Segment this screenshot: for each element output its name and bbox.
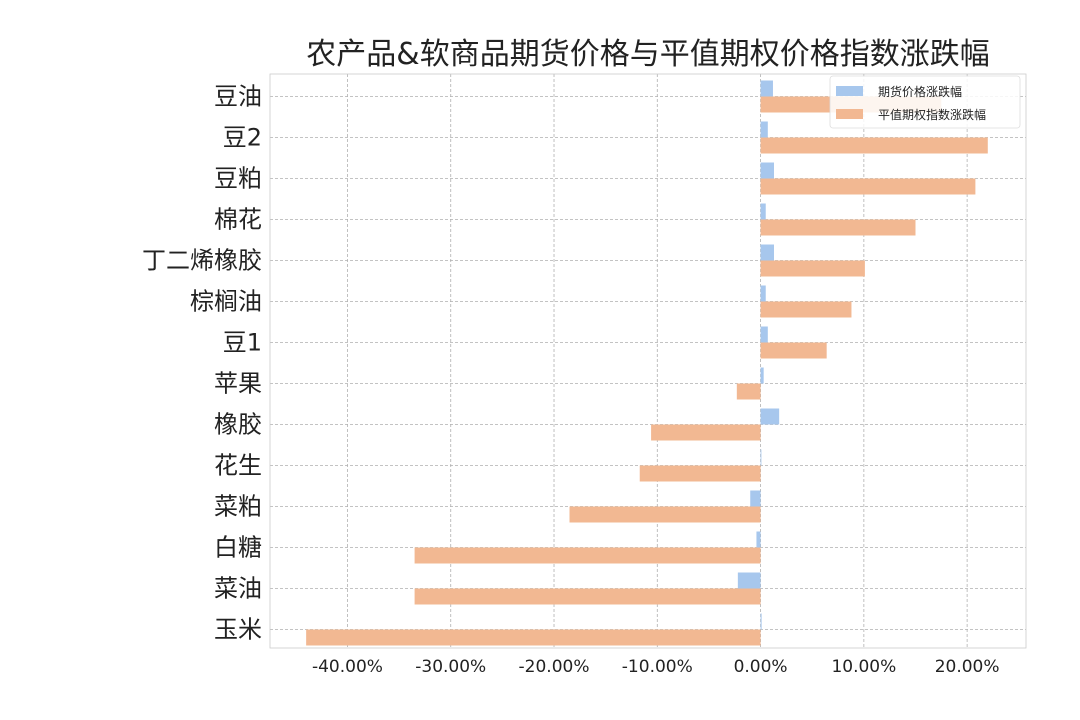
legend-swatch-futures [836,86,863,96]
bar-options-11 [414,547,761,564]
bar-futures-12 [737,572,761,589]
category-label: 菜粕 [214,493,262,521]
category-label: 豆粕 [214,165,262,193]
bar-futures-0 [760,80,773,97]
category-label: 豆1 [223,329,262,357]
category-label: 棉花 [214,206,262,234]
bar-options-1 [760,137,988,154]
x-tick-labels: -40.00% -30.00% -20.00% -10.00% 0.00% 10.00% 2… [312,657,1000,677]
bar-options-10 [569,506,761,523]
bar-options-7 [736,383,761,400]
category-label: 菜油 [214,575,262,603]
legend-box [829,75,1021,129]
category-label: 丁二烯橡胶 [142,247,262,275]
category-label: 苹果 [214,370,262,398]
x-tick-label: -40.00% [312,657,383,677]
bar-options-12 [414,588,761,605]
bar-options-13 [306,629,761,646]
category-label: 白糖 [214,534,262,562]
bar-options-6 [760,342,827,359]
x-tick-label: 0.00% [734,657,788,677]
x-tick-label: -10.00% [622,657,693,677]
plot-frame [269,73,1027,649]
bar-options-8 [651,424,761,441]
category-label: 玉米 [214,616,262,644]
bar-futures-9 [760,449,762,466]
x-tick-label: 10.00% [831,657,896,677]
bars [306,80,988,646]
bar-futures-1 [760,121,768,138]
legend: 期货价格涨跌幅 平值期权指数涨跌幅 [829,75,1021,129]
bar-options-4 [760,260,865,277]
bar-options-3 [760,219,916,236]
bar-futures-11 [756,531,761,548]
category-label: 花生 [214,452,262,480]
bar-options-5 [760,301,852,318]
category-label: 橡胶 [214,411,262,439]
x-tick-label: 20.00% [935,657,1000,677]
bar-futures-8 [760,408,780,425]
category-label: 豆油 [214,83,262,111]
bar-options-9 [639,465,761,482]
x-tick-label: -20.00% [519,657,590,677]
legend-label-futures: 期货价格涨跌幅 [878,84,962,99]
bar-futures-10 [750,490,761,507]
legend-swatch-options [836,109,863,119]
category-label: 棕榈油 [190,288,262,316]
bar-futures-2 [760,162,774,179]
bar-futures-3 [760,203,766,220]
bar-futures-7 [760,367,764,384]
bar-futures-4 [760,244,774,261]
legend-label-options: 平值期权指数涨跌幅 [878,107,986,122]
bar-options-2 [760,178,976,195]
bar-futures-6 [760,326,768,343]
bar-futures-5 [760,285,766,302]
bar-futures-13 [760,613,762,630]
category-label: 豆2 [223,124,262,152]
chart-title: 农产品&软商品期货价格与平值期权价格指数涨跌幅 [306,37,989,72]
x-tick-label: -30.00% [415,657,486,677]
grid [270,74,1026,648]
